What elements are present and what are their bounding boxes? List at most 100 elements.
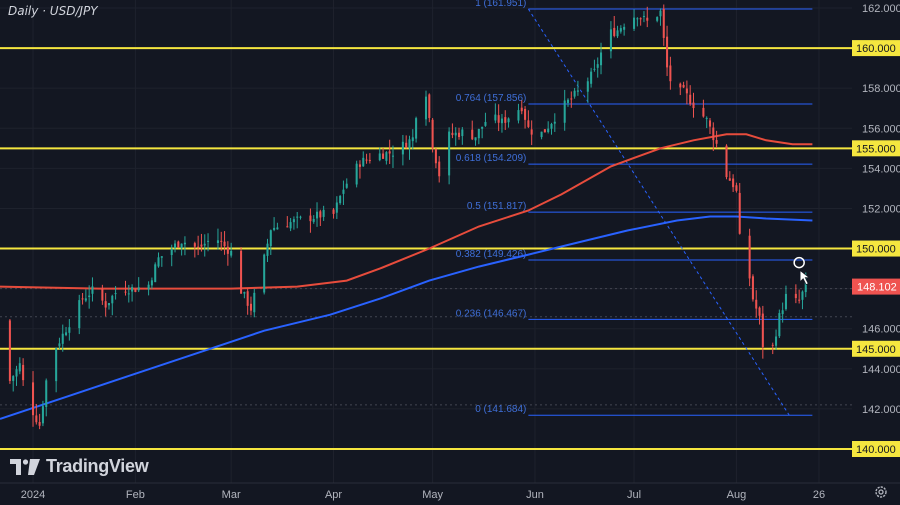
candle-body <box>183 242 186 245</box>
candle-body <box>801 291 804 300</box>
candle-body <box>193 243 196 247</box>
candle-body <box>335 202 338 213</box>
candle-body <box>246 291 249 306</box>
candle-body <box>705 117 708 119</box>
candle-body <box>590 71 593 84</box>
y-tick-label: 162.000 <box>862 3 900 15</box>
fib-level-label: 0.382 (149.426) <box>456 249 527 260</box>
candle-body <box>84 298 87 301</box>
candle-body <box>401 141 404 155</box>
level-tag <box>852 240 900 257</box>
level-tag <box>852 140 900 157</box>
candle-body <box>266 243 269 256</box>
candle-body <box>527 120 530 127</box>
candle-body <box>319 211 322 218</box>
candle-body <box>180 243 183 249</box>
fib-level-label: 0.5 (151.817) <box>467 201 527 212</box>
candle-body <box>263 254 266 293</box>
candle-body <box>715 140 718 144</box>
candle-body <box>547 128 550 133</box>
candle-body <box>18 363 21 372</box>
axes: 162.000 160.000 158.000 156.000 154.000 152.0… <box>0 3 900 501</box>
fib-level-label: 0.236 (146.467) <box>456 308 527 319</box>
candle-body <box>448 131 451 176</box>
candle-body <box>273 227 276 230</box>
candle-body <box>200 244 203 247</box>
candle-body <box>207 240 210 242</box>
x-tick-label: Jun <box>526 489 544 501</box>
candle-body <box>656 17 659 21</box>
candle-body <box>751 276 754 300</box>
level-tag <box>852 441 900 457</box>
candle-body <box>68 327 71 333</box>
y-tick-label: 142.000 <box>862 404 900 416</box>
gear-icon[interactable] <box>874 485 888 499</box>
x-tick-label: Apr <box>325 489 342 501</box>
candle-body <box>593 68 596 70</box>
candle-body <box>147 284 150 290</box>
candle-body <box>157 257 160 267</box>
candle-body <box>230 250 233 256</box>
candle-body <box>137 287 140 291</box>
candle-body <box>543 129 546 133</box>
candle-body <box>312 218 315 222</box>
candle-body <box>457 132 461 138</box>
candle-body <box>22 364 25 381</box>
candle-body <box>474 137 477 141</box>
candle-body <box>784 293 787 310</box>
candle-body <box>563 100 566 123</box>
candle-body <box>712 127 715 141</box>
candle-body <box>755 299 758 309</box>
candle-body <box>794 293 797 299</box>
candle-body <box>385 152 388 161</box>
candle-body <box>226 246 229 254</box>
candle-body <box>388 151 391 154</box>
candle-body <box>434 149 437 164</box>
candle-body <box>216 240 219 244</box>
candle-body <box>405 142 408 148</box>
horizontal-levels[interactable] <box>0 47 852 450</box>
candle-body <box>438 161 441 177</box>
candle-body <box>613 27 616 36</box>
candle-body <box>798 299 801 301</box>
candle-body <box>411 137 414 142</box>
tradingview-logo[interactable]: TradingView <box>10 456 149 477</box>
candle-body <box>286 226 289 228</box>
candle-body <box>114 293 117 295</box>
candle-body <box>735 185 738 191</box>
candle-body <box>289 222 292 229</box>
candle-body <box>524 108 527 120</box>
candle-body <box>761 313 764 348</box>
candle-body <box>639 18 642 20</box>
fib-level-label: 0.618 (154.209) <box>456 153 527 164</box>
candle-body <box>576 90 579 92</box>
candle-body <box>131 287 134 292</box>
x-tick-label: May <box>422 489 443 501</box>
candle-body <box>173 243 177 249</box>
candle-body <box>497 115 500 123</box>
candle-body <box>177 241 180 248</box>
fibonacci-retracement[interactable]: 1 (161.951) 0.764 (157.856) 0.618 (154.209… <box>456 0 813 416</box>
candle-body <box>223 241 226 247</box>
candle-body <box>41 406 44 424</box>
candle-body <box>378 153 381 161</box>
candle-body <box>566 99 570 103</box>
candle-body <box>778 313 781 337</box>
candle-body <box>484 121 487 126</box>
candle-body <box>391 155 395 157</box>
candle-body <box>540 131 543 138</box>
level-tag-label: 140.000 <box>856 444 896 456</box>
candle-body <box>573 90 576 97</box>
candle-body <box>781 310 784 315</box>
candle-body <box>692 102 695 109</box>
candle-body <box>646 17 649 21</box>
candle-body <box>669 65 672 82</box>
candle-body <box>477 129 480 139</box>
candle-body <box>134 289 137 292</box>
candle-body <box>31 382 35 416</box>
candle-body <box>748 235 751 279</box>
candle-body <box>520 107 523 112</box>
candle-body <box>517 110 520 121</box>
